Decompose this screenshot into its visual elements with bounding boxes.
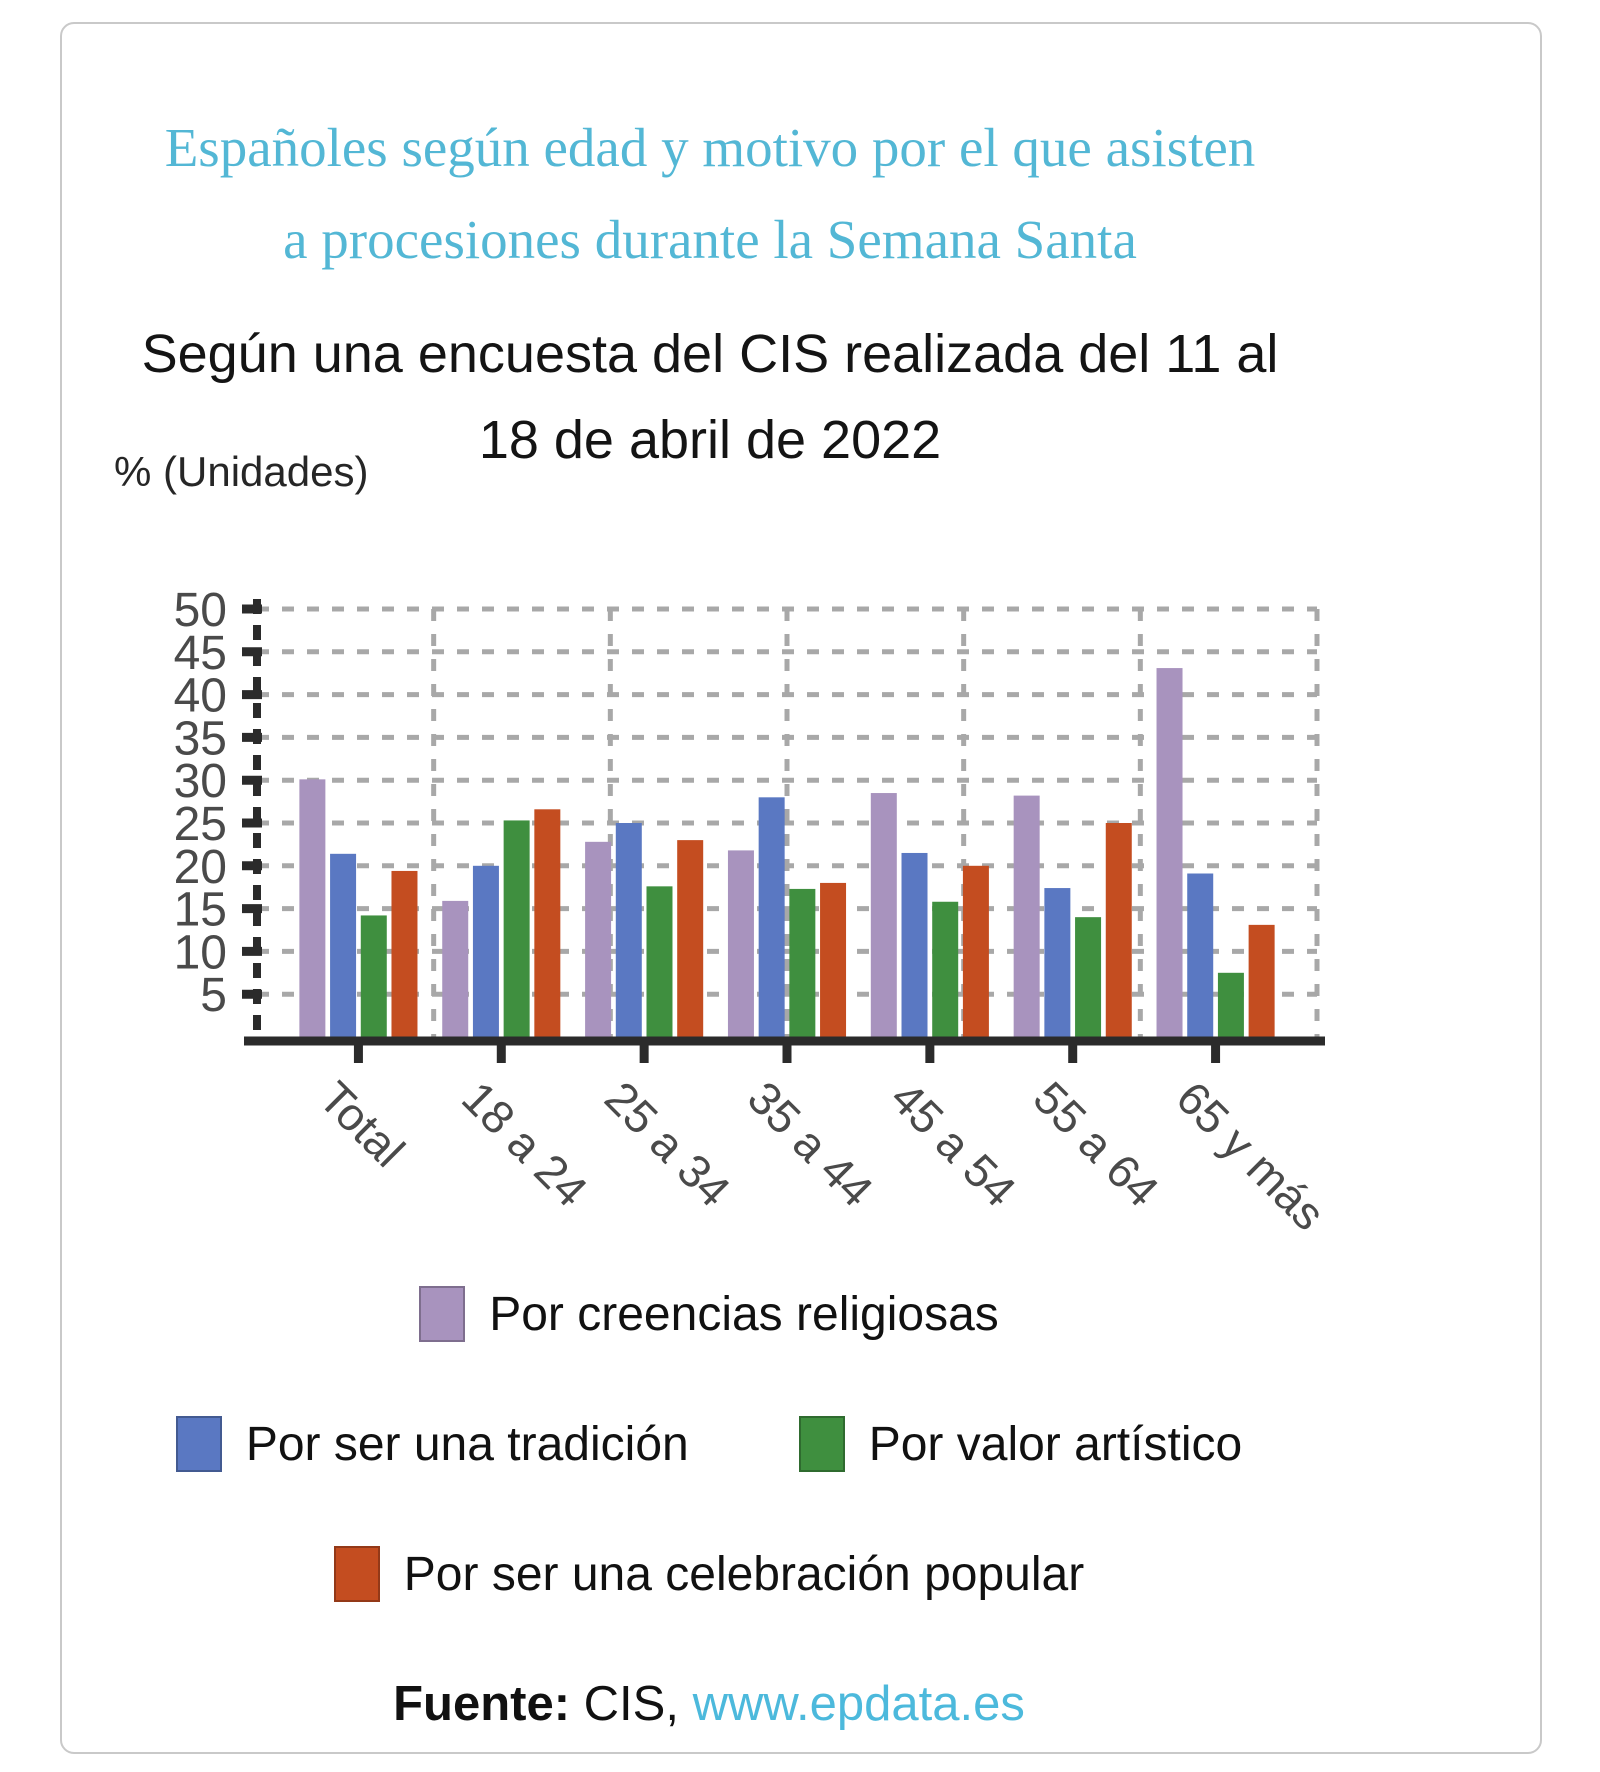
card-content: Españoles según edad y motivo por el que… (62, 24, 1358, 484)
svg-text:35 a 44: 35 a 44 (738, 1071, 883, 1216)
legend-label-popular: Por ser una celebración popular (403, 1547, 1085, 1601)
legend-label-tradicion: Por ser una tradición (245, 1417, 689, 1471)
svg-text:45: 45 (174, 627, 227, 680)
svg-text:40: 40 (174, 670, 227, 723)
bar-chart-area: 5 10 15 20 25 30 35 40 45 50 Total 18 a 24 25 a 34 35… (62, 502, 1542, 1332)
source-label: Fuente: (393, 1677, 571, 1731)
legend-row-1: Por creencias religiosas (419, 1286, 999, 1342)
source-value: CIS, (570, 1677, 693, 1731)
chart-card: Españoles según edad y motivo por el que… (60, 22, 1542, 1754)
legend-row-3: Por ser una celebración popular (333, 1546, 1085, 1602)
legend-swatch-tradicion-icon (175, 1416, 222, 1472)
legend-swatch-religiosas-icon (419, 1286, 466, 1342)
svg-text:50: 50 (174, 584, 227, 637)
y-axis-unit-label: % (Unidades) (114, 448, 369, 495)
svg-text:55 a 64: 55 a 64 (1024, 1071, 1169, 1216)
svg-text:25: 25 (174, 798, 227, 851)
svg-text:35: 35 (174, 712, 227, 765)
legend-label-religiosas: Por creencias religiosas (489, 1287, 999, 1341)
svg-text:25 a 34: 25 a 34 (595, 1071, 740, 1216)
svg-text:10: 10 (174, 926, 227, 979)
svg-text:18 a 24: 18 a 24 (452, 1071, 597, 1216)
legend-item-popular: Por ser una celebración popular (333, 1546, 1085, 1602)
epdata-link[interactable]: www.epdata.es (692, 1677, 1025, 1731)
legend-item-religiosas: Por creencias religiosas (419, 1286, 999, 1342)
legend-item-tradicion: Por ser una tradición (175, 1416, 689, 1472)
legend-swatch-popular-icon (333, 1546, 380, 1602)
legend-item-artistico: Por valor artístico (798, 1416, 1243, 1472)
svg-text:Total: Total (309, 1071, 414, 1176)
svg-text:30: 30 (174, 755, 227, 808)
legend-label-artistico: Por valor artístico (868, 1417, 1243, 1471)
svg-text:15: 15 (174, 884, 227, 937)
chart-title: Españoles según edad y motivo por el que… (164, 117, 1256, 271)
svg-text:5: 5 (200, 969, 227, 1022)
svg-text:65 y más: 65 y más (1167, 1071, 1336, 1240)
svg-text:45 a 54: 45 a 54 (881, 1071, 1026, 1216)
legend-and-footer: Por creencias religiosas Por ser una tra… (62, 1286, 1356, 1732)
svg-text:20: 20 (174, 841, 227, 894)
source-footer: Fuente: CIS, www.epdata.es (393, 1676, 1025, 1732)
legend-row-2: Por ser una tradición Por valor artístic… (175, 1416, 1243, 1472)
chart-subtitle: Según una encuesta del CIS realizada del… (141, 323, 1279, 471)
legend-swatch-artistico-icon (798, 1416, 845, 1472)
